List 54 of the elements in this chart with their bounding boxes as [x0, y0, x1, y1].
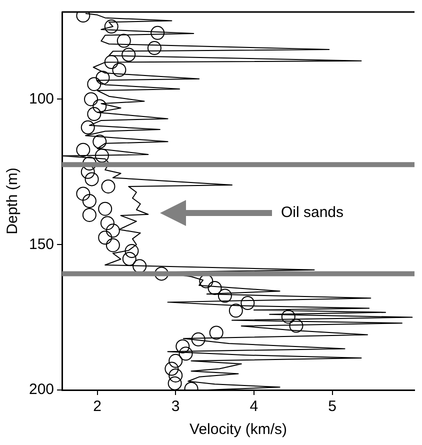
point — [122, 48, 136, 62]
point — [87, 77, 102, 92]
point — [208, 280, 222, 295]
point — [150, 26, 165, 40]
point — [168, 376, 182, 390]
point — [87, 107, 102, 122]
point — [112, 62, 126, 77]
point — [116, 34, 131, 48]
point — [218, 288, 232, 303]
point — [98, 230, 112, 245]
x-tick-label: 2 — [93, 398, 102, 416]
point — [104, 55, 118, 70]
point — [101, 179, 116, 194]
point — [96, 70, 110, 85]
point — [168, 354, 183, 368]
point — [98, 202, 112, 216]
y-tick-label: 200 — [28, 381, 54, 398]
point — [106, 238, 120, 252]
point — [289, 318, 304, 333]
point — [80, 120, 95, 134]
x-tick-label: 3 — [171, 398, 180, 416]
point — [191, 332, 206, 346]
point — [92, 134, 107, 149]
point — [82, 156, 96, 170]
x-tick-label: 4 — [250, 398, 258, 416]
point — [240, 296, 255, 310]
point — [76, 186, 90, 201]
y-axis-title: Depth (m) — [4, 168, 22, 234]
point — [178, 346, 193, 361]
point — [94, 148, 109, 163]
point — [176, 339, 190, 354]
point — [124, 244, 139, 258]
point — [76, 142, 90, 157]
point — [82, 194, 96, 208]
point — [92, 99, 107, 114]
point — [84, 92, 98, 106]
point — [84, 172, 99, 186]
point — [199, 274, 214, 288]
x-tick-label: 5 — [328, 398, 336, 416]
point — [281, 310, 296, 324]
y-tick-label: 100 — [28, 90, 54, 108]
x-axis-title: Velocity (km/s) — [190, 421, 288, 438]
point — [106, 224, 120, 238]
point — [168, 368, 183, 382]
point — [104, 20, 118, 34]
point — [82, 208, 96, 222]
point — [122, 252, 136, 266]
point — [164, 362, 179, 376]
point — [209, 326, 224, 340]
annotation: Oil sands — [281, 204, 344, 222]
point — [100, 216, 114, 230]
point — [228, 304, 243, 318]
point — [147, 41, 162, 56]
y-tick-label: 150 — [28, 236, 54, 253]
